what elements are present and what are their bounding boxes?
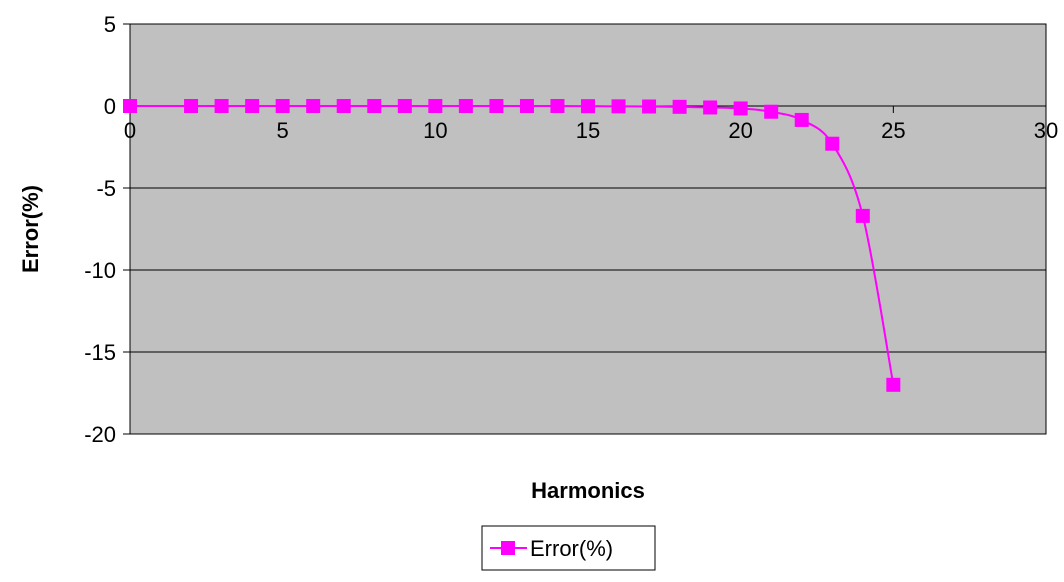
data-point-marker (855, 208, 870, 223)
x-tick-label: 15 (576, 118, 600, 143)
legend-label: Error(%) (530, 536, 613, 561)
y-tick-label: -10 (84, 258, 116, 283)
legend-marker-swatch (501, 541, 515, 555)
y-tick-label: 5 (104, 12, 116, 37)
x-tick-label: 25 (881, 118, 905, 143)
data-point-marker (611, 99, 626, 114)
data-point-marker (733, 101, 748, 116)
data-point-marker (336, 99, 351, 113)
y-axis-title: Error(%) (18, 185, 43, 273)
x-tick-label: 0 (124, 118, 136, 143)
data-point-marker (184, 99, 199, 113)
y-tick-label: 0 (104, 94, 116, 119)
x-axis-title: Harmonics (531, 478, 645, 503)
x-tick-label: 5 (277, 118, 289, 143)
x-tick-label: 30 (1034, 118, 1058, 143)
data-point-marker (489, 99, 504, 113)
data-point-marker (825, 136, 840, 151)
data-point-marker (275, 99, 290, 113)
data-point-marker (886, 377, 901, 392)
y-tick-label: -20 (84, 422, 116, 447)
legend: Error(%) (481, 525, 656, 571)
x-tick-label: 10 (423, 118, 447, 143)
series-layer (123, 99, 901, 392)
y-tick-label: -15 (84, 340, 116, 365)
data-point-marker (214, 99, 229, 113)
x-tick-label: 20 (728, 118, 752, 143)
data-point-marker (397, 99, 412, 113)
plot-area (129, 23, 1047, 435)
data-point-marker (306, 99, 321, 113)
data-point-marker (642, 99, 657, 114)
data-point-marker (123, 99, 137, 113)
data-point-marker (367, 99, 382, 113)
data-point-marker (245, 99, 260, 113)
tick-labels: 5 0 -5 -10 -15 -20 0 5 10 15 20 25 30 (84, 12, 1058, 447)
data-point-marker (458, 99, 473, 113)
data-point-marker (794, 112, 809, 127)
data-point-marker (703, 100, 718, 115)
data-point-marker (581, 99, 595, 114)
data-point-marker (672, 99, 687, 114)
data-point-marker (550, 99, 565, 113)
data-point-marker (428, 99, 443, 113)
y-tick-label: -5 (96, 176, 116, 201)
data-point-marker (764, 104, 779, 119)
data-point-marker (519, 99, 534, 113)
